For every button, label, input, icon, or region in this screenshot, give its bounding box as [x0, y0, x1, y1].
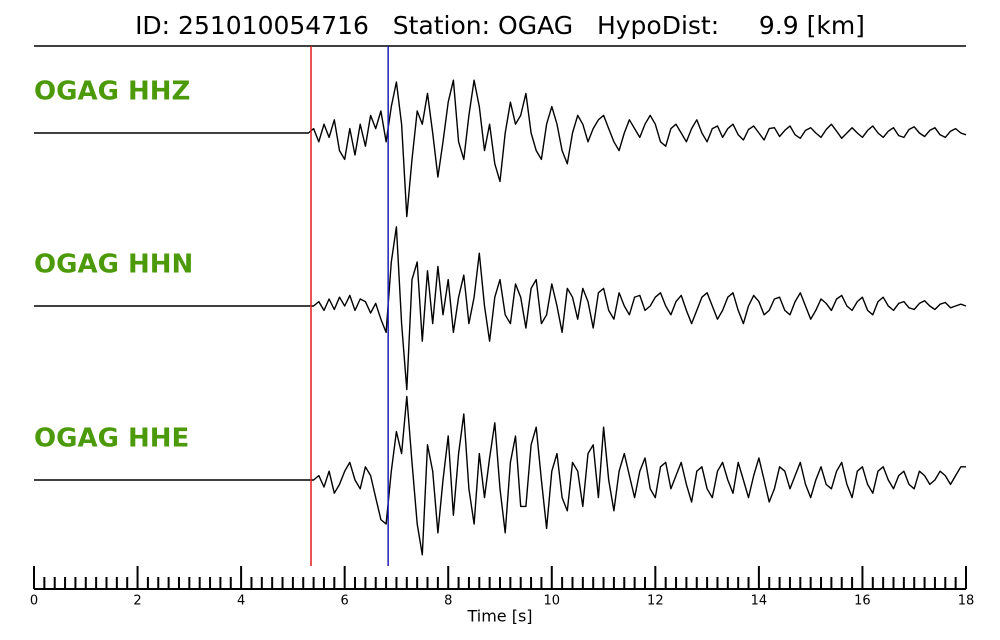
x-tick-label: 4: [237, 594, 245, 609]
chart-title: ID: 251010054716 Station: OGAG HypoDist:…: [135, 11, 865, 40]
x-tick-label: 16: [854, 594, 871, 609]
waveform: [34, 226, 967, 391]
waveform: [34, 79, 967, 218]
x-tick-label: 8: [444, 594, 452, 609]
x-tick-label: 0: [30, 594, 38, 609]
x-tick-label: 14: [751, 594, 768, 609]
x-tick-label: 2: [133, 594, 141, 609]
trace-label: OGAG HHN: [34, 250, 193, 280]
trace-label: OGAG HHZ: [34, 77, 190, 107]
waveform: [34, 395, 966, 556]
x-tick-label: 12: [647, 594, 664, 609]
x-tick-label: 18: [958, 594, 975, 609]
x-tick-label: 6: [341, 594, 349, 609]
trace-label: OGAG HHE: [34, 424, 189, 454]
x-tick-label: 10: [544, 594, 561, 609]
x-axis-label: Time [s]: [466, 607, 532, 626]
